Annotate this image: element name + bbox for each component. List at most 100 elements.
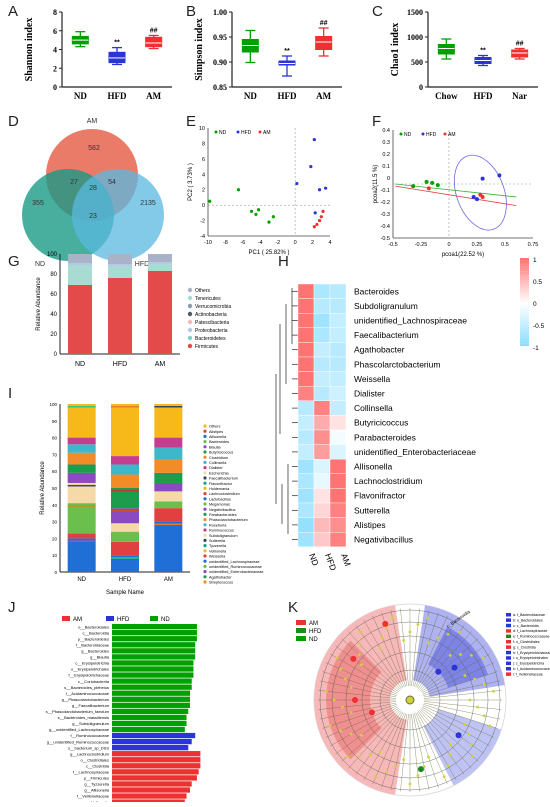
colorbar-step: [520, 293, 529, 296]
point-nd: [256, 208, 261, 212]
y-axis-label: Simpson index: [194, 18, 205, 81]
significance-mark: ##: [516, 41, 524, 48]
y-tick-label: 0: [202, 203, 205, 209]
cladogram-branch: [412, 713, 430, 791]
heatmap-cell: [329, 532, 347, 548]
heatmap-column-label: ND: [307, 552, 321, 567]
colorbar-step: [520, 291, 529, 294]
legend-label: Others: [195, 288, 211, 294]
lda-bar-nd: [112, 720, 187, 727]
cladogram-node: [416, 774, 420, 777]
significance-mark: ##: [320, 20, 328, 27]
point-hfd: [295, 181, 299, 186]
legend-marker: [203, 512, 207, 517]
point-hfd: [324, 186, 328, 190]
lda-bar-nd: [112, 636, 197, 642]
heatmap-cell: [313, 386, 331, 402]
legend-marker: [203, 486, 207, 490]
colorbar-tick-label: -1: [533, 345, 539, 352]
legend-label: Flavonifractor: [209, 482, 233, 486]
lda-bar-nd: [112, 678, 192, 684]
lda-bar-label: s__bacterium_sp_DSS: [68, 745, 109, 750]
legend-label: Bacteroides: [209, 440, 229, 444]
x-tick-label: 0: [447, 242, 450, 248]
venn-count-am-nd: 27: [70, 179, 78, 186]
cladogram-node: [471, 754, 474, 758]
box-chow: [437, 44, 455, 55]
lda-bar-label: p__Bacteroidetes: [78, 636, 109, 641]
cladogram-branch: [418, 625, 465, 689]
lda-bar-am: [112, 757, 201, 763]
heatmap-cell: [329, 386, 347, 402]
lda-bar-label: f__Bacteroidaceae: [76, 642, 110, 647]
y-tick-label: 80: [50, 272, 57, 278]
heatmap-cell: [329, 356, 347, 372]
heatmap-cell: [313, 502, 331, 518]
bar-segment: [67, 482, 96, 504]
heatmap-row-label: Lachnoclostridium: [354, 476, 423, 486]
bar-segment-bacteroidetes: [148, 264, 172, 271]
cladogram-node: [339, 667, 342, 671]
cladogram-node: [349, 732, 353, 736]
bar-segment-proteobacteria: [68, 263, 92, 265]
bar-segment-bacteroidetes: [108, 266, 132, 278]
cladogram-node: [328, 724, 332, 728]
cladogram-biomarker: [368, 709, 375, 716]
legend-marker: [203, 538, 207, 543]
y-axis-label: Shannon index: [24, 18, 35, 82]
heatmap-cell: [329, 327, 347, 343]
lda-bar-label: g__Lachnoclostridium: [70, 751, 110, 756]
lda-bar-label: g__Allisonella: [84, 788, 109, 793]
colorbar-step: [520, 332, 529, 336]
legend-label: Actinobacteria: [195, 312, 227, 318]
cladogram-node: [459, 653, 462, 656]
legend-swatch: [62, 616, 70, 621]
cladogram-node: [332, 698, 336, 702]
bar-segment: [111, 474, 139, 488]
cladogram-branch: [318, 690, 397, 699]
heatmap-cell: [313, 313, 331, 329]
panel-f-pcoa-scatter: -0.5 -0.25 0 0.25 0.5 0.75 -0.5 -0.4 -0.3 -0.2 -0.…: [373, 128, 538, 258]
cladogram-node: [358, 653, 361, 656]
bar-segment: [67, 538, 96, 572]
legend-label: Tyzzerella: [209, 544, 227, 548]
legend-label: ND: [219, 130, 227, 136]
legend-label: AM: [263, 130, 271, 136]
point-hfd: [497, 173, 502, 178]
cladogram-node: [357, 755, 361, 758]
heatmap-row-label: Allisonella: [354, 462, 393, 472]
cladogram-biomarker: [435, 668, 442, 675]
lda-bar-label: o__Bacteroidales: [78, 624, 109, 629]
cladogram-node: [380, 636, 384, 640]
y-tick-label: -2: [200, 219, 205, 225]
legend-marker: [203, 455, 207, 459]
lda-bar-label: g__Faecalibacterium: [72, 703, 110, 708]
lda-bar-am: [112, 751, 201, 757]
heatmap-cell: [297, 371, 315, 387]
legend-marker: [203, 564, 207, 569]
colorbar-step: [520, 339, 529, 342]
heatmap-cell: [329, 313, 347, 329]
y-tick-label: 50: [52, 486, 58, 491]
cladogram-node: [416, 623, 420, 626]
cladogram-branch: [419, 710, 472, 769]
cladogram-branch: [423, 671, 498, 696]
cladogram-node: [476, 705, 480, 709]
key-swatch: [506, 618, 511, 622]
bar-segment: [154, 508, 183, 522]
heatmap-row-label: unidentified_Lachnospiraceae: [354, 316, 467, 326]
cladogram-node: [402, 638, 406, 642]
legend-marker: [187, 303, 193, 309]
cladogram-node: [481, 656, 485, 660]
heatmap-cell: [297, 532, 315, 548]
cladogram-biomarker: [350, 655, 357, 662]
point-am: [312, 225, 316, 229]
legend-label: Agathobacter: [209, 575, 232, 579]
heatmap-column-label: AM: [339, 552, 353, 567]
key-swatch: [506, 629, 511, 633]
legend-label: unidentified_Enterobacteriaceae: [209, 570, 263, 574]
lda-bar-nd: [112, 624, 197, 630]
lda-bar-nd: [112, 690, 190, 696]
cladogram-branch: [335, 708, 399, 755]
